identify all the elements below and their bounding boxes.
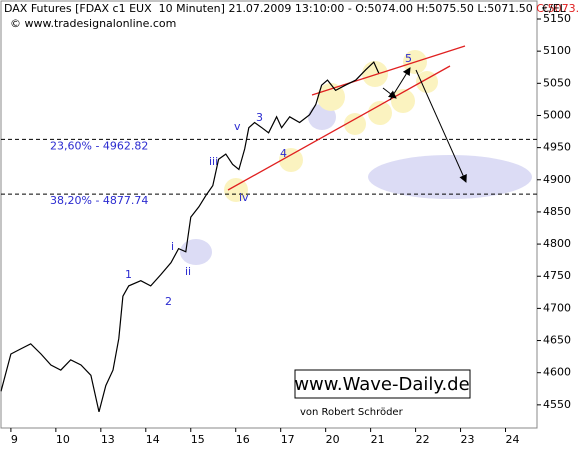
wave-label: 1	[125, 268, 132, 281]
arrow	[415, 69, 467, 183]
x-tick-label: 23	[461, 433, 475, 446]
y-tick-label: 4950	[543, 141, 571, 154]
wave-label: iv	[239, 191, 249, 204]
ellipse	[224, 178, 248, 202]
y-tick-label: 4600	[543, 366, 571, 379]
arrow	[382, 87, 397, 99]
y-tick-label: 5000	[543, 108, 571, 121]
x-tick-label: 22	[416, 433, 430, 446]
ellipse	[279, 148, 303, 172]
y-tick-label: 5100	[543, 44, 571, 57]
author: von Robert Schröder	[300, 407, 404, 418]
y-tick-label: 5050	[543, 76, 571, 89]
x-tick-label: 9	[11, 433, 18, 446]
y-tick-label: 4850	[543, 205, 571, 218]
brand: www.Wave-Daily.de	[294, 374, 469, 395]
y-tick-label: 5150	[543, 12, 571, 25]
fib-label: 23,60% - 4962.82	[50, 139, 148, 152]
y-tick-label: 4900	[543, 173, 571, 186]
x-tick-label: 15	[191, 433, 205, 446]
wave-label: 2	[165, 295, 172, 308]
y-unit: €/EL	[542, 2, 567, 15]
ellipse	[180, 239, 212, 265]
y-tick-label: 4550	[543, 398, 571, 411]
wave-label: 4	[280, 147, 287, 160]
arrow	[389, 67, 411, 101]
y-tick-label: 4650	[543, 334, 571, 347]
x-tick-label: 24	[506, 433, 520, 446]
fib-label: 38,20% - 4877.74	[50, 194, 148, 207]
ellipse	[317, 83, 345, 111]
wave-label: 5	[405, 52, 412, 65]
wave-label: v	[234, 120, 241, 133]
ellipse	[344, 113, 366, 135]
trend-line	[311, 45, 466, 96]
source: © www.tradesignalonline.com	[10, 17, 176, 30]
title-text: DAX Futures [FDAX c1 EUX 10 Minuten] 21.…	[4, 2, 533, 15]
x-tick-label: 16	[236, 433, 250, 446]
x-tick-label: 13	[101, 433, 115, 446]
wave-label: ii	[185, 265, 191, 278]
y-tick-label: 4800	[543, 237, 571, 250]
wave-label: i	[171, 240, 174, 253]
target-ellipse	[368, 155, 532, 199]
wave-label: iii	[209, 155, 218, 168]
wave-label: 3	[256, 111, 263, 124]
x-tick-label: 10	[56, 433, 70, 446]
chart-title: DAX Futures [FDAX c1 EUX 10 Minuten] 21.…	[4, 2, 580, 15]
y-tick-label: 4750	[543, 269, 571, 282]
x-tick-label: 17	[281, 433, 295, 446]
x-tick-label: 21	[371, 433, 385, 446]
x-tick-label: 14	[146, 433, 160, 446]
plot-frame	[0, 0, 538, 429]
ellipse	[368, 101, 392, 125]
close-label: C:5073.50	[536, 2, 580, 15]
trend-line	[227, 65, 451, 191]
price-line	[0, 61, 380, 413]
x-tick-label: 20	[326, 433, 340, 446]
brand-box	[294, 369, 471, 399]
y-tick-label: 4700	[543, 301, 571, 314]
